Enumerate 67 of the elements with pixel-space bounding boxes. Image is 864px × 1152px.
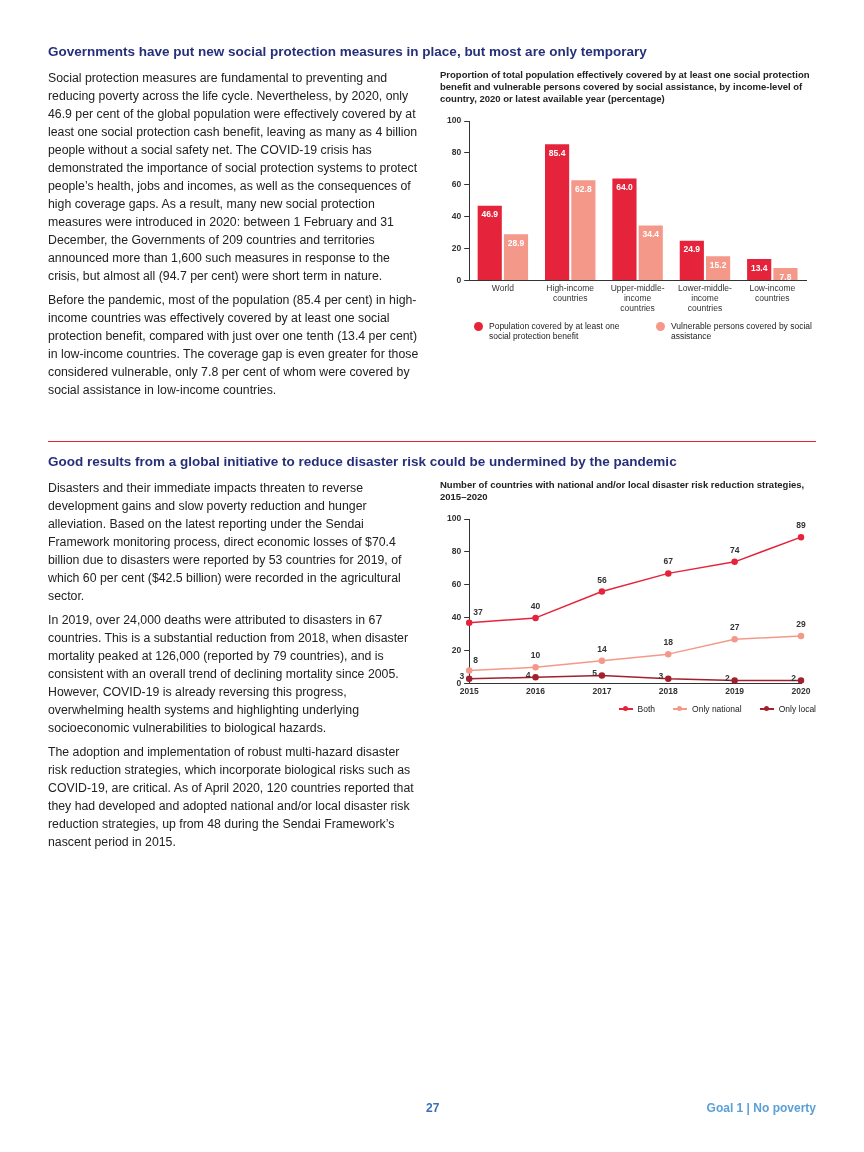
data-label: 40 — [530, 600, 541, 611]
y-tick-label: 80 — [451, 147, 462, 158]
y-tick-label: 0 — [456, 678, 462, 689]
data-label: 7.8 — [779, 271, 792, 282]
legend-label: Population covered by at least one social protection benefit — [489, 321, 621, 341]
data-label: 46.9 — [481, 209, 499, 220]
x-tick-label: Upper-middle-income countries — [610, 282, 665, 314]
x-tick-label: 2016 — [526, 686, 546, 697]
y-tick-label: 80 — [451, 546, 462, 557]
y-tick-label: 40 — [451, 210, 462, 221]
chart-subtitle: Proportion of total population effectively covered by at least one social protection benefit and vulnerable persons covered by social assistance, by income-level of country, 2020 or latest available year (percentage) — [440, 69, 811, 105]
y-tick-label: 20 — [451, 242, 462, 253]
x-tick-label: 2017 — [592, 686, 612, 697]
data-label: 27 — [729, 622, 740, 633]
x-tick-label: 2015 — [459, 686, 479, 697]
chart-title: Good results from a global initiative to reduce disaster risk could be undermined by the pandemic — [48, 454, 678, 469]
legend-label: Both — [637, 704, 656, 714]
x-tick-label: 2018 — [658, 686, 678, 697]
text: Social protection measures are fundamental to preventing and reducing poverty across the life cycle. Nevertheless, by 2020, only 46.9 per cent of the global population were effectively covered by at least one social protection cash benefit, leaving as many as 4 billion people without a social safety net. The COVID-19 crisis has demonstrated the importance of social protection systems to protect people’s health, jobs and incomes, as well as the consequences of high coverage gaps. As a result, many new social protection measures were introduced in 2020: between 1 February and 31 December, the Governments of 209 countries and territories announced more than 1,600 such measures in response to the crisis, but almost all (94.7 per cent) were short term in nature. — [48, 71, 418, 283]
data-label: 24.9 — [683, 244, 701, 255]
data-label: 28.9 — [507, 237, 525, 248]
legend-label: Only local — [778, 704, 816, 714]
y-tick-label: 40 — [451, 612, 462, 623]
data-label: 2 — [724, 672, 730, 683]
text: 27 — [426, 1101, 440, 1115]
data-label: 56 — [597, 574, 607, 585]
data-label: 67 — [663, 556, 674, 567]
x-tick-label: World — [491, 282, 515, 293]
data-label: 37 — [473, 606, 483, 617]
y-tick-label: 60 — [451, 179, 462, 190]
data-label: 2 — [791, 672, 797, 683]
data-label: 34.4 — [642, 229, 660, 240]
text: Before the pandemic, most of the population (85.4 per cent) in high-income countries was effectively covered by at least one social protection benefit, compared with just over one tenth (13.4 per cent) in low-income countries. The coverage gap is even greater for those considered vulnerable, only 7.8 per cent of whom were covered by social assistance in low-income countries. — [48, 292, 420, 399]
data-label: 62.8 — [575, 183, 592, 194]
data-label: 4 — [525, 669, 531, 680]
y-tick-label: 100 — [446, 115, 462, 126]
y-tick-label: 0 — [456, 274, 462, 285]
data-label: 5 — [592, 667, 598, 678]
text: Goal 1 | No poverty — [706, 1101, 816, 1115]
legend-label: Only national — [692, 704, 742, 714]
chart-subtitle: Number of countries with national and/or local disaster risk reduction strategies, 2015–2020 — [440, 479, 806, 503]
data-label: 14 — [597, 643, 607, 654]
x-tick-label: 2020 — [791, 686, 811, 697]
data-label: 3 — [658, 671, 664, 682]
y-tick-label: 60 — [451, 579, 462, 590]
data-label: 89 — [796, 520, 806, 531]
x-tick-label: Lower-middle-income countries — [678, 282, 733, 314]
y-tick-label: 100 — [446, 513, 462, 524]
data-label: 13.4 — [750, 262, 768, 273]
text: The adoption and implementation of robust multi-hazard disaster risk reduction strategies, which incorporate biological risks such as COVID-19, are critical. As of April 2020, 120 countries reported that they had developed and adopted national and/or local disaster risk reduction strategies, up from 48 during the Sendai Framework’s nascent period in 2015. — [48, 744, 415, 851]
text: In 2019, over 24,000 deaths were attributed to disasters in 67 countries. This is a substantial reduction from 2018, when disaster mortality peaked at 126,000 (reported by 79 countries), and is consistent with an overall trend of declining mortality since 2005. However, COVID-19 is already reversing this progress, overwhelming health systems and highlighting underlying socioeconomic vulnerabilities to biological hazards. — [48, 612, 409, 737]
x-tick-label: Low-income countries — [749, 282, 796, 304]
data-label: 18 — [663, 637, 674, 648]
data-label: 74 — [729, 544, 740, 555]
x-tick-label: 2019 — [725, 686, 745, 697]
data-label: 15.2 — [709, 259, 727, 270]
y-tick-label: 20 — [451, 645, 462, 656]
data-label: 29 — [796, 619, 806, 630]
legend-label: Vulnerable persons covered by social assistance — [671, 321, 813, 341]
data-label: 10 — [530, 650, 541, 661]
data-label: 64.0 — [616, 181, 633, 192]
data-label: 8 — [473, 654, 479, 665]
data-label: 85.4 — [548, 147, 566, 158]
text: Governments have put new social protection measures in place, but most are only temporary — [48, 44, 648, 59]
data-label: 3 — [459, 671, 465, 682]
text: Disasters and their immediate impacts threaten to reverse development gains and slow poverty reduction and hunger alleviation. Based on the latest reporting under the Sendai Framework monitoring process, direct economic losses of $70.4 billion due to disasters were reported by 53 countries for 2019, of which 60 per cent ($42.5 billion) were recorded in the agricultural sector. — [48, 480, 403, 605]
x-tick-label: High-income countries — [546, 282, 595, 304]
